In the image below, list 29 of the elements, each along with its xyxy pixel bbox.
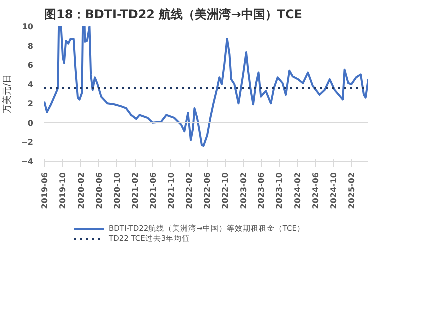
x-tick-label: 2024-06 — [311, 172, 320, 210]
y-tick-label: 6 — [28, 61, 34, 70]
x-tick-label: 2022-06 — [203, 172, 212, 210]
x-tick-label: 2019-10 — [58, 172, 68, 210]
y-axis-title: 万美元/日 — [2, 74, 14, 114]
x-tick-label: 2021-10 — [166, 172, 176, 210]
x-tick-label: 2020-06 — [94, 172, 104, 210]
chart-title: 图18：BDTI-TD22 航线（美洲湾→中国）TCE — [44, 8, 302, 22]
x-tick-label: 2023-10 — [275, 172, 284, 210]
x-tick-label: 2020-10 — [112, 172, 122, 210]
x-tick-label: 2022-10 — [221, 172, 230, 210]
x-tick-label: 2025-02 — [348, 172, 357, 210]
line-series — [44, 26, 368, 148]
x-tick-label: 2024-02 — [293, 172, 302, 210]
y-tick-label: 2 — [28, 100, 34, 109]
x-tick-label: 2024-10 — [330, 172, 339, 210]
y-tick-label: 10 — [22, 22, 34, 32]
x-tick-label: 2021-06 — [148, 172, 158, 210]
x-tick-label: 2019-06 — [40, 172, 50, 210]
x-tick-label: 2023-06 — [257, 172, 266, 210]
y-tick-label: 4 — [28, 80, 34, 90]
y-tick-label: −2 — [21, 138, 34, 148]
x-tick-label: 2020-02 — [76, 172, 86, 210]
x-tick-label: 2021-02 — [131, 172, 140, 210]
y-tick-label: −4 — [21, 158, 34, 166]
x-tick-label: 2022-02 — [185, 172, 194, 210]
x-tick-label: 2023-02 — [239, 172, 248, 210]
y-tick-label: 8 — [28, 42, 34, 51]
y-tick-label: 0 — [28, 118, 34, 128]
